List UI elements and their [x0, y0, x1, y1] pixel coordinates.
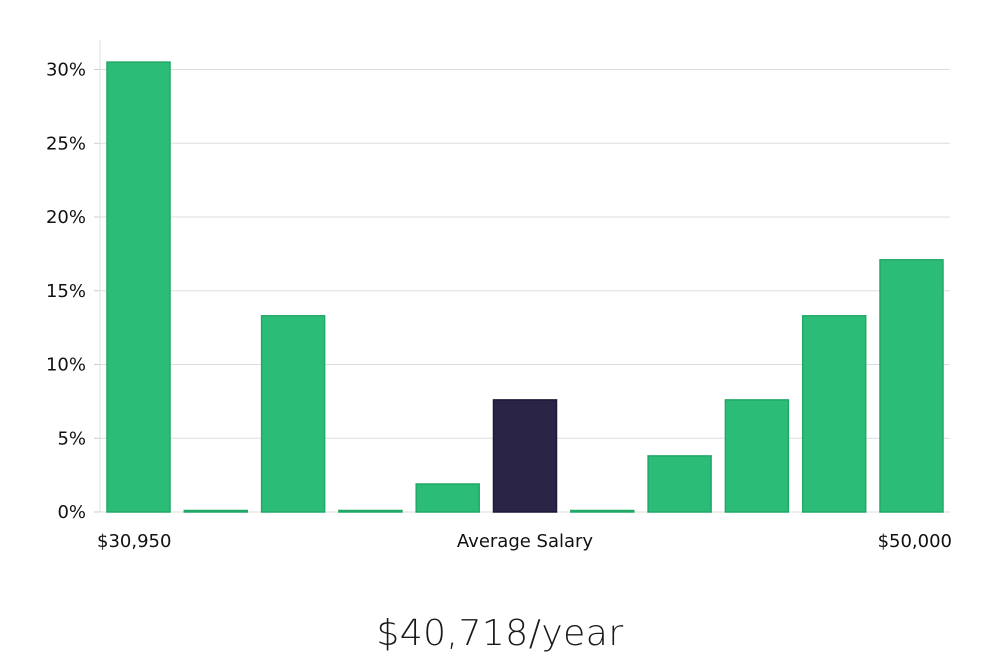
bar [260, 315, 326, 513]
x-min-label: $30,950 [97, 531, 171, 552]
y-tick-labels: 0% 5% 10% 15% 20% 25% 30% [46, 60, 86, 524]
y-tick-label: 5% [57, 428, 86, 449]
average-salary-value: $40,718/year [376, 613, 624, 654]
y-tick-label: 20% [46, 207, 86, 228]
bar [106, 61, 171, 513]
bar [338, 509, 403, 513]
y-tick-label: 10% [46, 355, 86, 376]
y-tick-label: 30% [46, 60, 86, 81]
bar [647, 455, 712, 513]
bar [183, 509, 249, 513]
bar [879, 259, 944, 513]
salary-histogram: 0% 5% 10% 15% 20% 25% 30% $30,950 Average Sala… [46, 40, 952, 552]
bar [415, 483, 480, 513]
y-tick-label: 0% [57, 502, 86, 523]
bar [724, 399, 790, 513]
bar [801, 315, 867, 513]
x-max-label: $50,000 [878, 531, 952, 552]
x-axis-title: Average Salary [457, 531, 594, 552]
bar-highlighted [492, 399, 558, 513]
y-tick-label: 15% [46, 281, 86, 302]
y-tick-label: 25% [46, 133, 86, 154]
bar [570, 509, 635, 513]
bars [106, 61, 944, 513]
